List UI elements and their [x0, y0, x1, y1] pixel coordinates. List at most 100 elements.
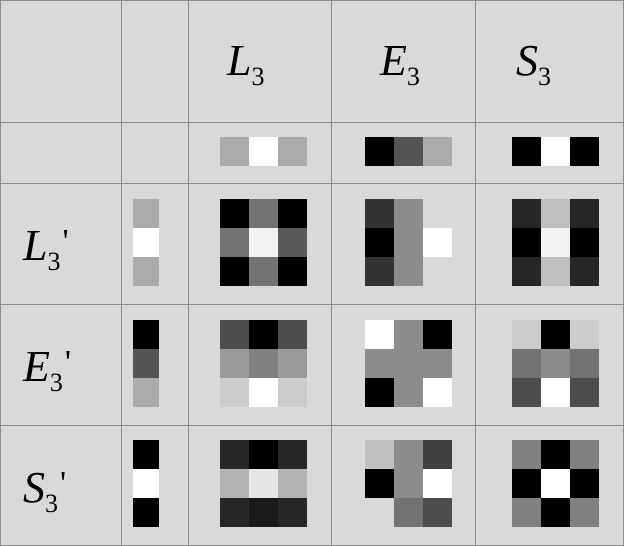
filter-pixel [541, 469, 570, 498]
filter-pixel [423, 440, 452, 469]
filter-pixel [133, 349, 159, 378]
filter-pixel [541, 378, 570, 407]
row-header-e3p: E3' [0, 304, 122, 426]
col-header-e3: E3 [331, 0, 476, 123]
filter-pixel [570, 469, 599, 498]
filter-pixel [423, 257, 452, 286]
filter-pixel [249, 257, 278, 286]
filter-pixel [249, 440, 278, 469]
filter-pixel [512, 498, 541, 527]
col-header-l3: L3 [188, 0, 332, 123]
kernel-row-empty [0, 122, 122, 184]
filter-pixel [278, 349, 307, 378]
filter-pixel [249, 199, 278, 228]
filter-pixel [512, 257, 541, 286]
filter-pixel [278, 199, 307, 228]
filter-pixel [278, 137, 307, 166]
filter-pixel [220, 228, 249, 257]
filter-pixel [512, 349, 541, 378]
filter-pixel [394, 228, 423, 257]
filter-pixel [512, 137, 541, 166]
filter-pixel [512, 228, 541, 257]
filter-pixel [278, 498, 307, 527]
filter-pixel [394, 498, 423, 527]
filter-pixel [570, 349, 599, 378]
filter-pixel [423, 137, 452, 166]
filter-pixel [278, 228, 307, 257]
filter-pixel [394, 199, 423, 228]
filter-pixel [541, 137, 570, 166]
filter-pixel [423, 228, 452, 257]
row-header-s3p: S3' [0, 425, 122, 546]
filter-pixel [220, 257, 249, 286]
filter-pixel [394, 378, 423, 407]
filter-pixel [249, 320, 278, 349]
filter-pixel [394, 440, 423, 469]
row-header-e3p-label: E3' [23, 342, 72, 397]
filter-pixel [570, 228, 599, 257]
filter-pixel [512, 469, 541, 498]
filter-pixel [365, 137, 394, 166]
filter-pixel [220, 378, 249, 407]
filter-pixel [394, 469, 423, 498]
filter-pixel [133, 378, 159, 407]
col-header-l3-label: L3 [227, 36, 265, 91]
filter-pixel [278, 378, 307, 407]
filter-pixel [541, 440, 570, 469]
filter-pixel [570, 440, 599, 469]
filter-pixel [570, 498, 599, 527]
filter-pixel [423, 378, 452, 407]
filter-pixel [365, 440, 394, 469]
filter-pixel [133, 228, 159, 257]
filter-pixel [249, 137, 278, 166]
filter-pixel [278, 440, 307, 469]
filter-pixel [133, 257, 159, 286]
filter-pixel [423, 469, 452, 498]
filter-pixel [365, 320, 394, 349]
filter-pixel [570, 137, 599, 166]
filter-pixel [541, 498, 570, 527]
filter-pixel [220, 469, 249, 498]
filter-pixel [249, 378, 278, 407]
filter-pixel [570, 257, 599, 286]
row-header-l3p: L3' [0, 183, 122, 305]
filter-pixel [133, 469, 159, 498]
corner-cell [0, 0, 122, 123]
filter-pixel [512, 320, 541, 349]
filter-pixel [220, 320, 249, 349]
filter-pixel [220, 137, 249, 166]
filter-pixel [278, 320, 307, 349]
filter-pixel [570, 199, 599, 228]
filter-pixel [365, 349, 394, 378]
filter-pixel [394, 320, 423, 349]
filter-pixel [541, 228, 570, 257]
filter-pixel [249, 349, 278, 378]
filter-pixel [365, 228, 394, 257]
row-header-s3p-label: S3' [23, 463, 67, 518]
filter-pixel [570, 378, 599, 407]
filter-pixel [249, 228, 278, 257]
filter-pixel [570, 320, 599, 349]
filter-pixel [278, 257, 307, 286]
filter-pixel [365, 199, 394, 228]
kernel-row-empty-2 [121, 122, 189, 184]
filter-pixel [423, 349, 452, 378]
filter-pixel [394, 257, 423, 286]
col-header-s3-label: S3 [516, 36, 551, 91]
filter-pixel [365, 257, 394, 286]
filter-pixel [541, 349, 570, 378]
filter-pixel [541, 257, 570, 286]
filter-pixel [423, 199, 452, 228]
filter-pixel [541, 199, 570, 228]
corner-cell-2 [121, 0, 189, 123]
filter-pixel [541, 320, 570, 349]
filter-pixel [133, 498, 159, 527]
filter-pixel [365, 498, 394, 527]
filter-pixel [365, 469, 394, 498]
filter-pixel [249, 498, 278, 527]
filter-pixel [394, 137, 423, 166]
col-header-s3: S3 [475, 0, 624, 123]
filter-pixel [249, 469, 278, 498]
filter-pixel [512, 199, 541, 228]
